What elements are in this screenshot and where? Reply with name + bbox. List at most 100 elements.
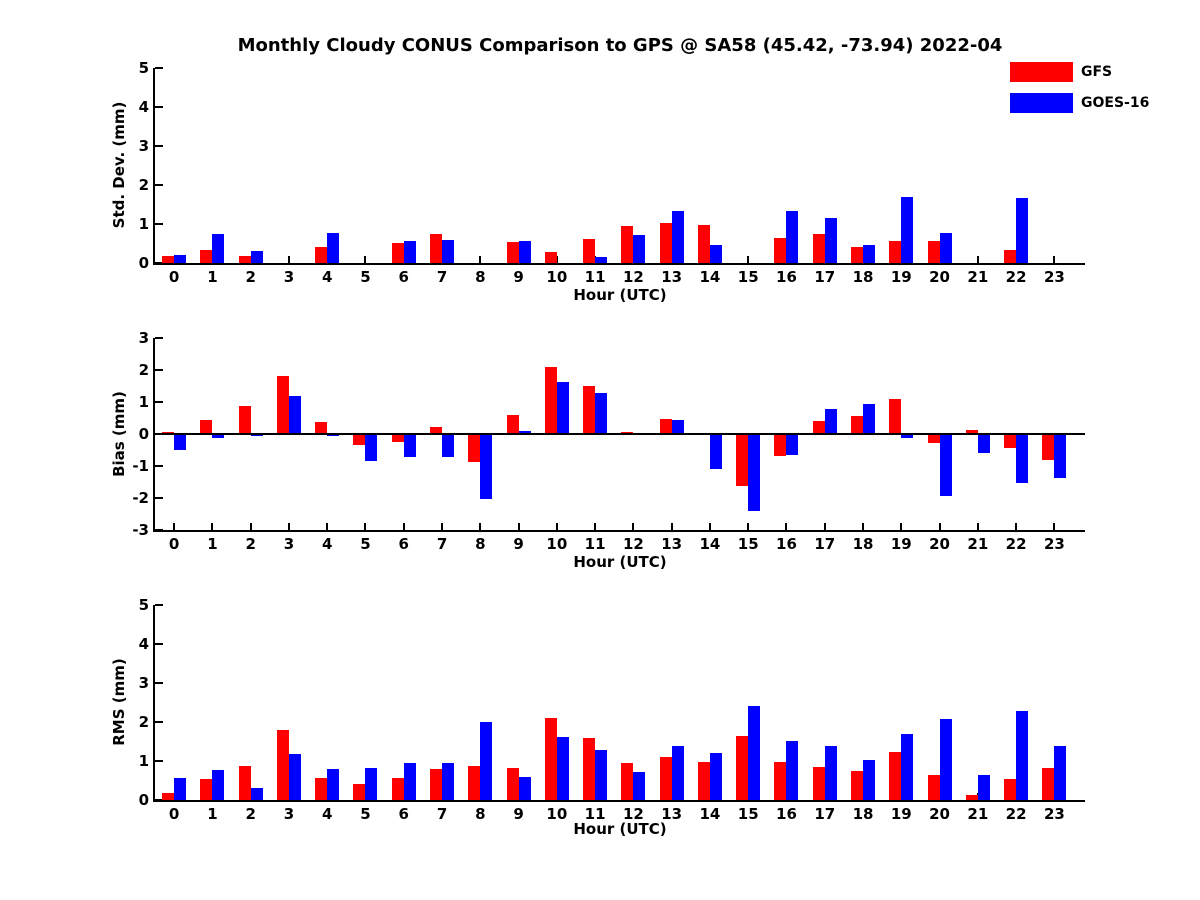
x-tick bbox=[517, 523, 520, 530]
bar-goes-16-h2 bbox=[250, 251, 263, 263]
bar-goes-16-h0 bbox=[174, 434, 187, 450]
bar-goes-16-h3 bbox=[288, 753, 301, 800]
bar-gfs-h20 bbox=[927, 774, 940, 800]
x-tick-label: 8 bbox=[475, 805, 486, 823]
bar-gfs-h7 bbox=[430, 768, 443, 800]
x-tick bbox=[976, 256, 979, 263]
bar-gfs-h17 bbox=[812, 421, 825, 434]
bar-goes-16-h4 bbox=[327, 232, 340, 263]
bar-gfs-h6 bbox=[391, 434, 404, 442]
x-tick bbox=[326, 523, 329, 530]
bar-gfs-h13 bbox=[659, 757, 672, 800]
bar-gfs-h12 bbox=[621, 762, 634, 800]
bar-goes-16-h22 bbox=[1016, 711, 1029, 800]
x-tick-label: 19 bbox=[890, 535, 912, 553]
y-tick-label: -2 bbox=[132, 489, 149, 507]
y-tick-label: -1 bbox=[132, 457, 149, 475]
bar-goes-16-h12 bbox=[633, 234, 646, 263]
bar-gfs-h0 bbox=[162, 256, 175, 263]
x-tick-label: 4 bbox=[322, 535, 333, 553]
y-tick bbox=[155, 760, 163, 762]
x-tick-label: 22 bbox=[1005, 535, 1027, 553]
x-tick-label: 22 bbox=[1005, 268, 1027, 286]
x-tick bbox=[1053, 256, 1056, 263]
x-tick-label: 14 bbox=[699, 268, 721, 286]
bar-goes-16-h1 bbox=[212, 234, 225, 263]
bar-gfs-h10 bbox=[544, 718, 557, 800]
x-tick bbox=[287, 256, 290, 263]
x-tick-label: 1 bbox=[207, 805, 218, 823]
x-tick bbox=[708, 523, 711, 530]
bar-goes-16-h16 bbox=[786, 211, 799, 263]
bar-gfs-h20 bbox=[927, 434, 940, 443]
bar-goes-16-h16 bbox=[786, 434, 799, 456]
y-tick-label: 2 bbox=[138, 361, 149, 379]
x-tick-label: 3 bbox=[283, 268, 295, 286]
x-tick-label: 23 bbox=[1043, 535, 1065, 553]
bar-goes-16-h19 bbox=[901, 434, 914, 439]
bar-gfs-h18 bbox=[851, 247, 864, 263]
bar-gfs-h1 bbox=[200, 250, 213, 263]
y-tick bbox=[155, 799, 163, 801]
x-tick-label: 11 bbox=[584, 268, 606, 286]
x-tick bbox=[823, 523, 826, 530]
bar-goes-16-h20 bbox=[939, 434, 952, 497]
x-tick-label: 14 bbox=[699, 805, 721, 823]
x-tick-label: 18 bbox=[852, 268, 874, 286]
x-tick-label: 21 bbox=[967, 535, 989, 553]
bar-goes-16-h22 bbox=[1016, 198, 1029, 263]
bar-goes-16-h15 bbox=[748, 434, 761, 511]
bar-goes-16-h20 bbox=[939, 232, 952, 263]
bar-gfs-h7 bbox=[430, 233, 443, 263]
x-axis-label-stddev: Hour (UTC) bbox=[573, 286, 667, 304]
x-tick bbox=[976, 523, 979, 530]
bar-gfs-h3 bbox=[276, 376, 289, 434]
bar-gfs-h19 bbox=[889, 399, 902, 434]
x-tick-label: 16 bbox=[776, 805, 797, 823]
x-tick bbox=[900, 523, 903, 530]
bar-gfs-h9 bbox=[506, 241, 519, 263]
bar-gfs-h6 bbox=[391, 242, 404, 263]
x-tick-label: 5 bbox=[360, 805, 371, 823]
bar-gfs-h10 bbox=[544, 252, 557, 263]
bar-goes-16-h3 bbox=[288, 396, 301, 434]
x-tick bbox=[862, 523, 865, 530]
x-tick-label: 2 bbox=[245, 535, 256, 553]
x-tick bbox=[555, 256, 558, 263]
bar-gfs-h7 bbox=[430, 426, 443, 434]
x-tick bbox=[249, 523, 252, 530]
y-tick-label: 1 bbox=[138, 215, 149, 233]
bar-goes-16-h8 bbox=[480, 722, 493, 800]
bar-gfs-h3 bbox=[276, 729, 289, 800]
bar-goes-16-h8 bbox=[480, 434, 493, 499]
y-tick bbox=[155, 223, 163, 225]
bar-goes-16-h10 bbox=[556, 737, 569, 800]
x-tick-label: 20 bbox=[929, 805, 950, 823]
x-tick-label: 0 bbox=[168, 535, 180, 553]
bar-gfs-h8 bbox=[468, 765, 481, 800]
legend-swatch-gfs bbox=[1010, 62, 1073, 82]
x-tick-label: 7 bbox=[436, 535, 448, 553]
bar-gfs-h4 bbox=[315, 777, 328, 800]
bar-gfs-h1 bbox=[200, 419, 213, 434]
x-tick-label: 11 bbox=[584, 805, 606, 823]
x-tick bbox=[670, 523, 673, 530]
bar-goes-16-h21 bbox=[977, 775, 990, 800]
bar-gfs-h15 bbox=[736, 434, 749, 486]
y-tick-label: 5 bbox=[138, 596, 149, 614]
x-tick-label: 3 bbox=[283, 805, 295, 823]
legend-label-goes16: GOES-16 bbox=[1081, 95, 1150, 111]
bar-goes-16-h6 bbox=[403, 434, 416, 458]
bar-goes-16-h7 bbox=[442, 239, 455, 263]
y-tick bbox=[155, 184, 163, 186]
bar-goes-16-h5 bbox=[365, 767, 378, 800]
bar-gfs-h5 bbox=[353, 784, 366, 800]
legend: GFS GOES-16 bbox=[1010, 62, 1149, 124]
y-axis-label-stddev: Std. Dev. (mm) bbox=[110, 101, 128, 229]
bar-goes-16-h21 bbox=[977, 434, 990, 453]
x-tick-label: 18 bbox=[852, 535, 874, 553]
x-tick bbox=[747, 256, 750, 263]
x-tick-label: 6 bbox=[398, 535, 409, 553]
x-tick-label: 15 bbox=[737, 268, 759, 286]
